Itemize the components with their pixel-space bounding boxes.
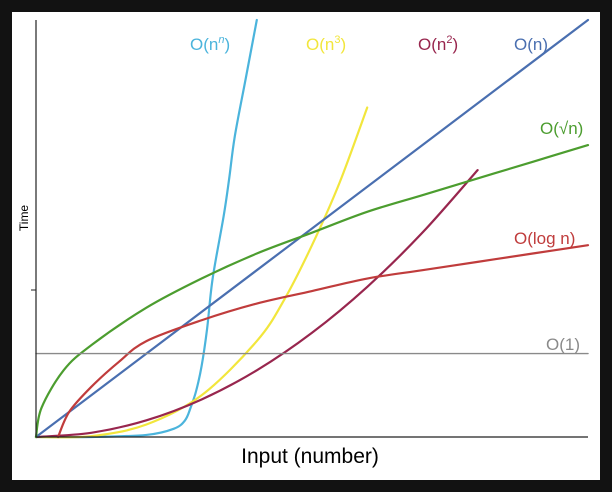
series-line-o-n3: [34, 106, 369, 439]
axes-group: [31, 20, 588, 438]
y-axis-title: Time: [17, 205, 31, 232]
series-line-o-n2: [34, 169, 479, 439]
series-label-o-n2: O(n2): [418, 34, 458, 54]
series-line-o-nn: [34, 18, 258, 439]
series-label-o-n: O(n): [514, 35, 548, 54]
series-label-o-n3: O(n3): [306, 34, 346, 54]
series-label-o-1: O(1): [546, 335, 580, 354]
series-label-o-nn: O(nn): [190, 34, 230, 54]
curves-group: [34, 18, 590, 439]
series-line-o-log-n: [56, 244, 590, 439]
series-label-o-n: O(√n): [540, 119, 583, 138]
series-line-o-n: [34, 18, 590, 439]
series-line-o-n: [34, 144, 590, 439]
series-label-o-log-n: O(log n): [514, 229, 575, 248]
x-axis-title: Input (number): [241, 445, 379, 468]
curve-labels-group: O(nn) O(n3) O(n2) O(n) O(√n) O(log n) O(1): [190, 34, 583, 354]
